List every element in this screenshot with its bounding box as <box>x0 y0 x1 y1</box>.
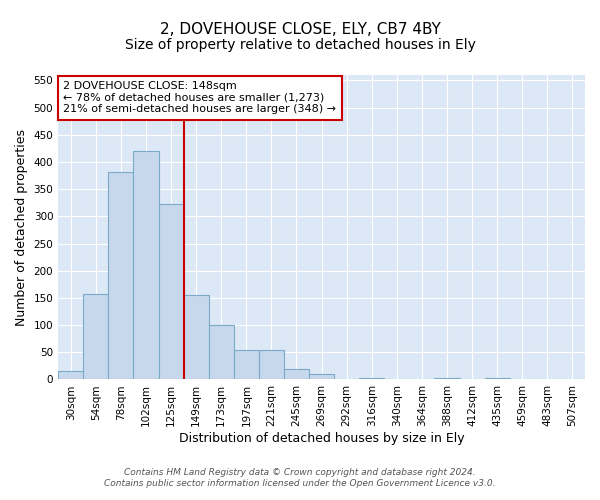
Bar <box>259 350 284 380</box>
Bar <box>359 378 385 380</box>
Bar <box>284 368 309 380</box>
Bar <box>158 204 184 380</box>
Bar <box>83 294 109 380</box>
Bar <box>133 151 158 380</box>
Bar <box>560 379 585 380</box>
Text: 2 DOVEHOUSE CLOSE: 148sqm
← 78% of detached houses are smaller (1,273)
21% of se: 2 DOVEHOUSE CLOSE: 148sqm ← 78% of detac… <box>64 81 337 114</box>
Bar <box>535 379 560 380</box>
Text: Size of property relative to detached houses in Ely: Size of property relative to detached ho… <box>125 38 475 52</box>
Text: Contains HM Land Registry data © Crown copyright and database right 2024.
Contai: Contains HM Land Registry data © Crown c… <box>104 468 496 487</box>
Bar <box>485 378 510 380</box>
Bar <box>309 374 334 380</box>
Text: 2, DOVEHOUSE CLOSE, ELY, CB7 4BY: 2, DOVEHOUSE CLOSE, ELY, CB7 4BY <box>160 22 440 38</box>
X-axis label: Distribution of detached houses by size in Ely: Distribution of detached houses by size … <box>179 432 464 445</box>
Bar <box>234 350 259 380</box>
Y-axis label: Number of detached properties: Number of detached properties <box>15 128 28 326</box>
Bar <box>184 295 209 380</box>
Bar <box>109 172 133 380</box>
Bar <box>209 325 234 380</box>
Bar <box>434 378 460 380</box>
Bar <box>58 372 83 380</box>
